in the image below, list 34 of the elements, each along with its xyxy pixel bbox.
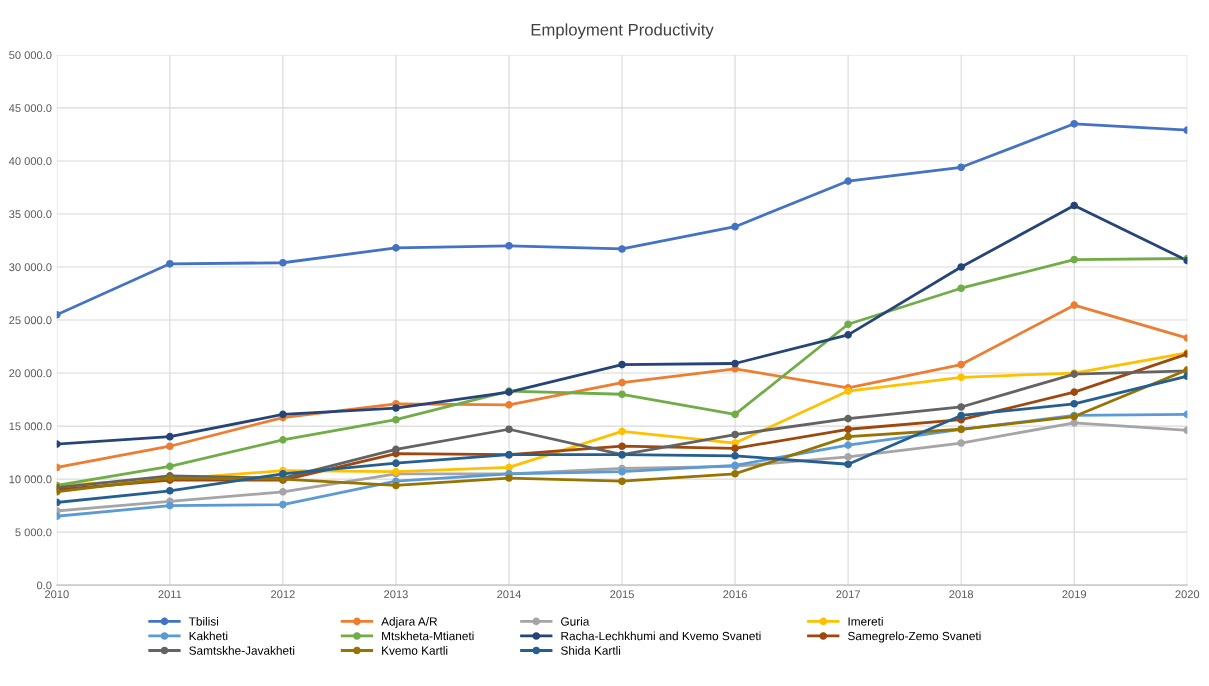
legend-label: Samtskhe-Javakheti [189, 646, 295, 655]
x-tick-label: 2018 [949, 590, 974, 599]
legend-label: Adjara A/R [381, 616, 438, 628]
y-tick-label: 10 000.0 [9, 475, 52, 484]
legend-label: Kakheti [189, 631, 228, 641]
legend-label: Tbilisi [188, 616, 219, 626]
x-tick-label: 2017 [836, 590, 860, 599]
legend-label: Racha-Lechkhumi and Kvemo Svaneti [561, 631, 761, 641]
legend-label: Guria [561, 616, 590, 626]
y-tick-label: 0.0 [36, 581, 52, 590]
legend-label: Shida Kartli [561, 646, 621, 655]
x-tick-label: 2010 [45, 590, 69, 599]
y-tick-label: 15 000.0 [9, 422, 52, 431]
x-tick-label: 2016 [723, 590, 747, 599]
y-tick-label: 25 000.0 [9, 316, 52, 325]
legend-label: Kvemo Kartli [382, 646, 448, 655]
y-tick-label: 20 000.0 [9, 369, 52, 378]
legend-label: Samegrelo-Zemo Svaneti [847, 631, 981, 643]
y-tick-label: 45 000.0 [8, 104, 52, 113]
y-tick-label: 30 000.0 [9, 263, 52, 272]
y-tick-label: 50 000.0 [9, 51, 52, 60]
x-tick-label: 2013 [384, 590, 408, 599]
x-tick-label: 2020 [1175, 590, 1200, 599]
y-tick-label: 40 000.0 [8, 157, 52, 166]
x-tick-label: 2014 [497, 590, 522, 599]
x-tick-label: 2019 [1062, 590, 1087, 599]
y-tick-label: 5 000.0 [15, 528, 52, 537]
x-tick-label: 2015 [610, 590, 634, 599]
legend-label: Imereti [848, 616, 883, 626]
x-tick-label: 2011 [158, 590, 182, 599]
y-tick-label: 35 000.0 [9, 210, 52, 219]
x-tick-label: 2012 [271, 590, 295, 599]
chart-title: Employment Productivity [531, 23, 714, 39]
legend-label: Mtskheta-Mtianeti [382, 631, 474, 641]
